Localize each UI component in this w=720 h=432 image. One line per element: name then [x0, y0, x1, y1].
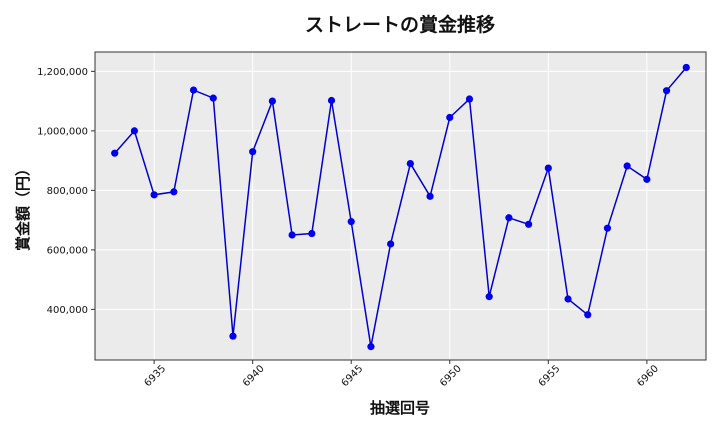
x-tick-label: 6940 [241, 363, 267, 389]
data-point [485, 293, 493, 301]
y-tick-label: 1,000,000 [37, 126, 88, 137]
data-point [308, 229, 316, 238]
data-point [505, 214, 513, 222]
data-point [564, 295, 572, 303]
data-point [268, 97, 276, 105]
y-tick-label: 600,000 [47, 245, 88, 256]
data-point [662, 87, 671, 95]
data-point [387, 240, 395, 248]
data-point [189, 86, 198, 94]
data-point [623, 162, 631, 170]
data-point [465, 95, 474, 103]
data-point [288, 231, 296, 239]
x-tick-label: 6955 [537, 363, 563, 389]
data-series [111, 63, 690, 351]
chart-title: ストレートの賞金推移 [305, 13, 495, 36]
data-point [130, 127, 139, 135]
data-point [643, 175, 651, 183]
data-point [170, 188, 178, 196]
data-point [525, 220, 533, 228]
data-point [426, 192, 434, 200]
data-point [111, 149, 119, 157]
plot-border [94, 51, 707, 361]
grid-lines [95, 52, 706, 360]
data-point [347, 218, 355, 226]
data-point [150, 191, 158, 199]
data-point [209, 94, 217, 102]
data-point [446, 113, 454, 122]
data-point [367, 343, 375, 351]
x-axis-label: 抽選回号 [370, 399, 430, 417]
data-point [249, 148, 257, 156]
y-axis-label: 賞金額（円） [14, 161, 32, 251]
data-point [406, 159, 414, 168]
data-point [584, 311, 592, 319]
data-point [544, 164, 552, 172]
y-tick-label: 800,000 [47, 186, 88, 197]
data-point [229, 332, 237, 340]
x-tick-label: 6950 [438, 363, 464, 389]
data-point [682, 63, 690, 72]
y-tick-label: 1,200,000 [37, 67, 88, 78]
x-tick-label: 6960 [635, 363, 661, 389]
data-point [603, 224, 612, 232]
y-tick-label: 400,000 [47, 305, 88, 316]
x-tick-label: 6945 [340, 363, 366, 389]
x-tick-label: 6935 [142, 363, 168, 389]
data-point [327, 96, 336, 105]
